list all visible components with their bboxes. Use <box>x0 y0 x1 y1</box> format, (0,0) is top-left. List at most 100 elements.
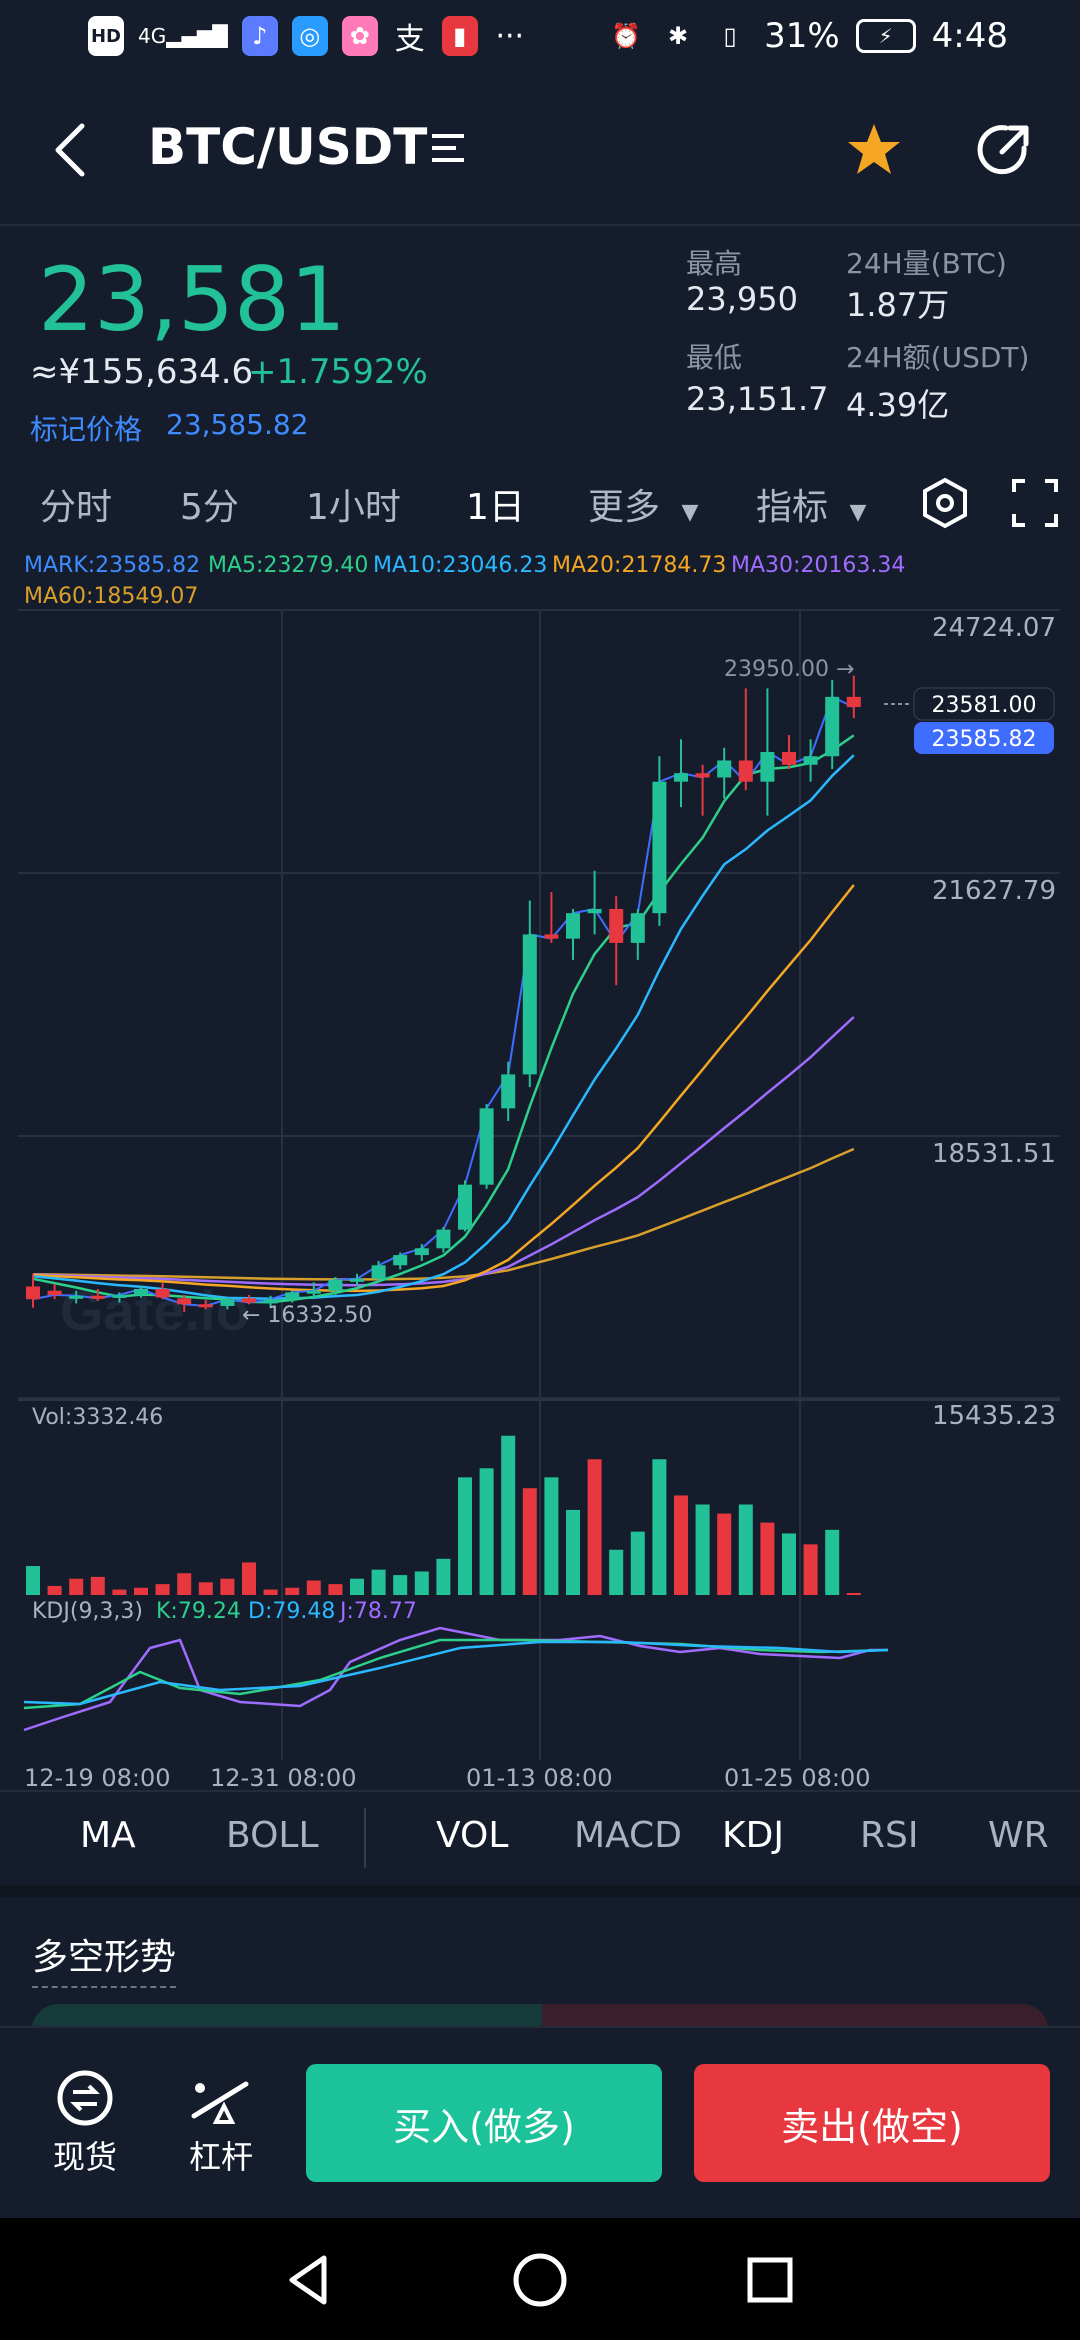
photos-app-icon: ✿ <box>341 16 378 56</box>
x-axis-label: 12-31 08:00 <box>210 1764 357 1792</box>
kdj-k-line <box>23 1638 889 1710</box>
chart-bottom-divider <box>0 1790 1080 1792</box>
price-chart[interactable]: Gate.io24724.0721627.7918531.5115435.232… <box>0 600 1080 1800</box>
candle-body <box>436 1229 451 1249</box>
fullscreen-button[interactable] <box>1010 476 1060 530</box>
tab-kdj[interactable]: KDJ <box>722 1815 784 1856</box>
candle-body <box>134 1289 148 1295</box>
candle-body <box>738 760 753 782</box>
buy-long-button[interactable]: 买入(做多) <box>306 2064 662 2182</box>
margin-button[interactable]: 杠杆 <box>176 2068 266 2178</box>
volume-bar <box>306 1580 321 1595</box>
volume-bar <box>328 1584 343 1595</box>
candle-body <box>393 1255 408 1266</box>
volume-bar <box>220 1578 235 1595</box>
system-nav-bar <box>0 2218 1080 2340</box>
kdj-d-line <box>23 1640 889 1706</box>
back-button[interactable] <box>40 112 100 188</box>
y-axis-label: 15435.23 <box>932 1401 1056 1431</box>
sell-short-button[interactable]: 卖出(做空) <box>694 2064 1050 2182</box>
caret-down-icon: ▼ <box>681 500 699 525</box>
battery-percent: 31% <box>764 16 840 56</box>
tab-1day[interactable]: 1日 <box>466 487 525 528</box>
candle-body <box>350 1278 364 1282</box>
volume-bar <box>695 1504 710 1595</box>
nav-back-button[interactable] <box>280 2250 340 2314</box>
ma-legend-ma5: MA5:23279.40 <box>208 553 369 578</box>
candle-body <box>522 934 537 1075</box>
section-title[interactable]: 多空形势 <box>32 1928 177 1988</box>
spot-button[interactable]: 现货 <box>40 2068 130 2178</box>
candle-body <box>846 696 861 708</box>
last-price: 23,581 <box>38 248 346 351</box>
volume-bar <box>544 1477 559 1595</box>
hd-icon: HD <box>88 16 124 56</box>
candle-body <box>177 1298 192 1305</box>
volume-bar <box>47 1585 62 1595</box>
long-ratio-bar <box>32 2004 542 2030</box>
lever-icon <box>191 2081 249 2124</box>
tab-macd[interactable]: MACD <box>574 1815 682 1856</box>
tab-boll[interactable]: BOLL <box>226 1815 319 1856</box>
kdj-j-line <box>23 1626 888 1732</box>
volume-label: Vol:3332.46 <box>32 1405 163 1430</box>
mark-price-tag: 23585.82 <box>932 727 1037 752</box>
candle-body <box>328 1279 343 1291</box>
tab-ma[interactable]: MA <box>80 1815 136 1856</box>
tab-indicators[interactable]: 指标 ▼ <box>756 478 866 530</box>
music-app-icon: ♪ <box>241 16 278 56</box>
cny-price: ≈¥155,634.6 <box>30 352 254 392</box>
nav-recents-button[interactable] <box>740 2250 800 2314</box>
volume-bar <box>522 1488 537 1595</box>
kdj-j-value: J:78.77 <box>338 1599 417 1624</box>
high-annotation: 23950.00 → <box>724 657 854 682</box>
volume-bar <box>242 1562 256 1595</box>
high-value: 23,950 <box>686 280 798 318</box>
tab-rsi[interactable]: RSI <box>860 1815 919 1856</box>
y-axis-label: 18531.51 <box>932 1139 1056 1169</box>
ma-legend-ma20: MA20:21784.73 <box>552 553 727 578</box>
mark-price-line <box>32 695 855 1308</box>
tab-5min[interactable]: 5分 <box>180 487 239 528</box>
volume-bar <box>69 1578 84 1595</box>
volume-bar <box>112 1589 127 1595</box>
candle-body <box>285 1292 300 1300</box>
mark-price-label[interactable]: 标记价格 <box>30 413 143 446</box>
tab-wr[interactable]: WR <box>988 1815 1049 1856</box>
candle-body <box>220 1299 235 1306</box>
candle-body <box>47 1290 62 1295</box>
volume-bar <box>90 1576 105 1595</box>
candle-body <box>263 1299 278 1304</box>
ma-legend-mark: MARK:23585.82 <box>24 553 201 578</box>
ma5-line <box>32 734 855 1304</box>
pair-title[interactable]: BTC/USDT <box>148 118 428 176</box>
ma-legend-ma10: MA10:23046.23 <box>373 553 548 578</box>
fullscreen-icon <box>1012 479 1058 527</box>
favorite-button[interactable] <box>842 118 906 182</box>
nav-home-button[interactable] <box>510 2250 570 2314</box>
candle-body <box>242 1298 256 1303</box>
kdj-label: KDJ(9,3,3) <box>32 1599 143 1624</box>
header-divider <box>0 224 1080 226</box>
share-button[interactable] <box>972 118 1036 182</box>
volume-bar <box>630 1531 645 1595</box>
candle-body <box>112 1294 127 1298</box>
low-annotation: ← 16332.50 <box>242 1303 372 1328</box>
tab-vol[interactable]: VOL <box>436 1815 509 1856</box>
ma-legend-ma60: MA60:18549.07 <box>24 584 199 609</box>
volume-bar <box>738 1504 753 1595</box>
volume-24h-value: 1.87万 <box>846 286 950 324</box>
tab-more[interactable]: 更多 ▼ <box>588 478 698 530</box>
pair-menu-button[interactable] <box>428 128 468 168</box>
chart-settings-button[interactable] <box>918 476 972 530</box>
tab-1hour[interactable]: 1小时 <box>306 487 401 528</box>
volume-bar <box>782 1533 796 1595</box>
tab-timeshare[interactable]: 分时 <box>40 487 113 528</box>
volume-bar <box>479 1468 494 1595</box>
candle-body <box>566 913 580 939</box>
candle-body <box>458 1184 472 1230</box>
ma20-line <box>32 884 855 1293</box>
ma60-line <box>32 1147 855 1281</box>
volume-bar <box>134 1587 148 1595</box>
volume-bar <box>26 1566 40 1595</box>
